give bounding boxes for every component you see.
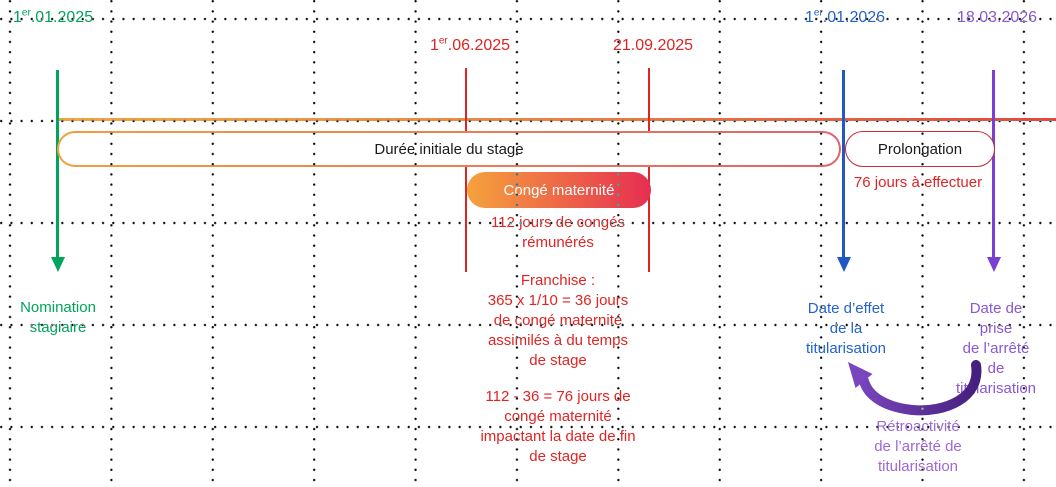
franchise-note: Franchise : 365 x 1/10 = 36 jours de con… — [487, 272, 629, 369]
conge-maternite-label: Congé maternité — [503, 181, 615, 199]
date-conge-end: 21.09.2025 — [612, 37, 694, 54]
nomination-stagiaire-label: Nomination stagiaire — [20, 299, 96, 336]
date-arrete: 18.03.2026 — [956, 9, 1038, 26]
duree-initiale-label: Durée initiale du stage — [58, 132, 840, 166]
retroactivite-label: Rétroactivité de l’arrêté de titularisat… — [874, 418, 962, 475]
timeline-axis — [57, 118, 1056, 121]
date-titularisation-effet: 1er.01.2026 — [804, 7, 886, 26]
conge-start-event-line — [465, 68, 467, 272]
prolongation-label: Prolongation — [877, 140, 963, 158]
titularisation-effet-event-line — [842, 70, 845, 257]
jours-effectuer-note: 76 jours à effectuer — [853, 174, 983, 191]
conges-remuneres-note: 112 jours de congés rémunérés — [491, 214, 625, 251]
date-nomination: 1er.01.2025 — [13, 7, 94, 26]
prolongation-box: Prolongation — [845, 131, 995, 167]
retroactivity-arrow-icon — [848, 360, 982, 416]
calcul-note: 112 - 36 = 76 jours de congé maternité i… — [480, 388, 636, 465]
arrete-event-line — [992, 70, 995, 257]
date-conge-start: 1er.06.2025 — [429, 35, 511, 54]
nomination-event-line — [56, 70, 59, 257]
conge-end-event-line — [648, 68, 650, 272]
duree-initiale-box: Durée initiale du stage — [57, 131, 841, 167]
titularisation-effet-arrowhead-icon — [836, 257, 851, 272]
nomination-arrowhead-icon — [50, 257, 65, 272]
conge-maternite-pill: Congé maternité — [467, 172, 651, 208]
arrete-arrowhead-icon — [986, 257, 1001, 272]
